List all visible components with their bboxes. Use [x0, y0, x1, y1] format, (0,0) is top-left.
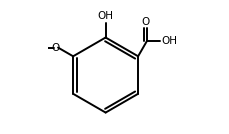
Text: O: O [51, 43, 60, 53]
Text: OH: OH [160, 36, 176, 46]
Text: O: O [141, 17, 149, 27]
Text: OH: OH [97, 11, 113, 21]
